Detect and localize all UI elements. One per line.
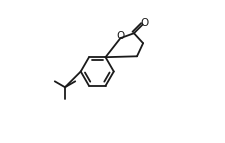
Text: O: O [140,18,148,28]
Text: O: O [116,31,124,41]
